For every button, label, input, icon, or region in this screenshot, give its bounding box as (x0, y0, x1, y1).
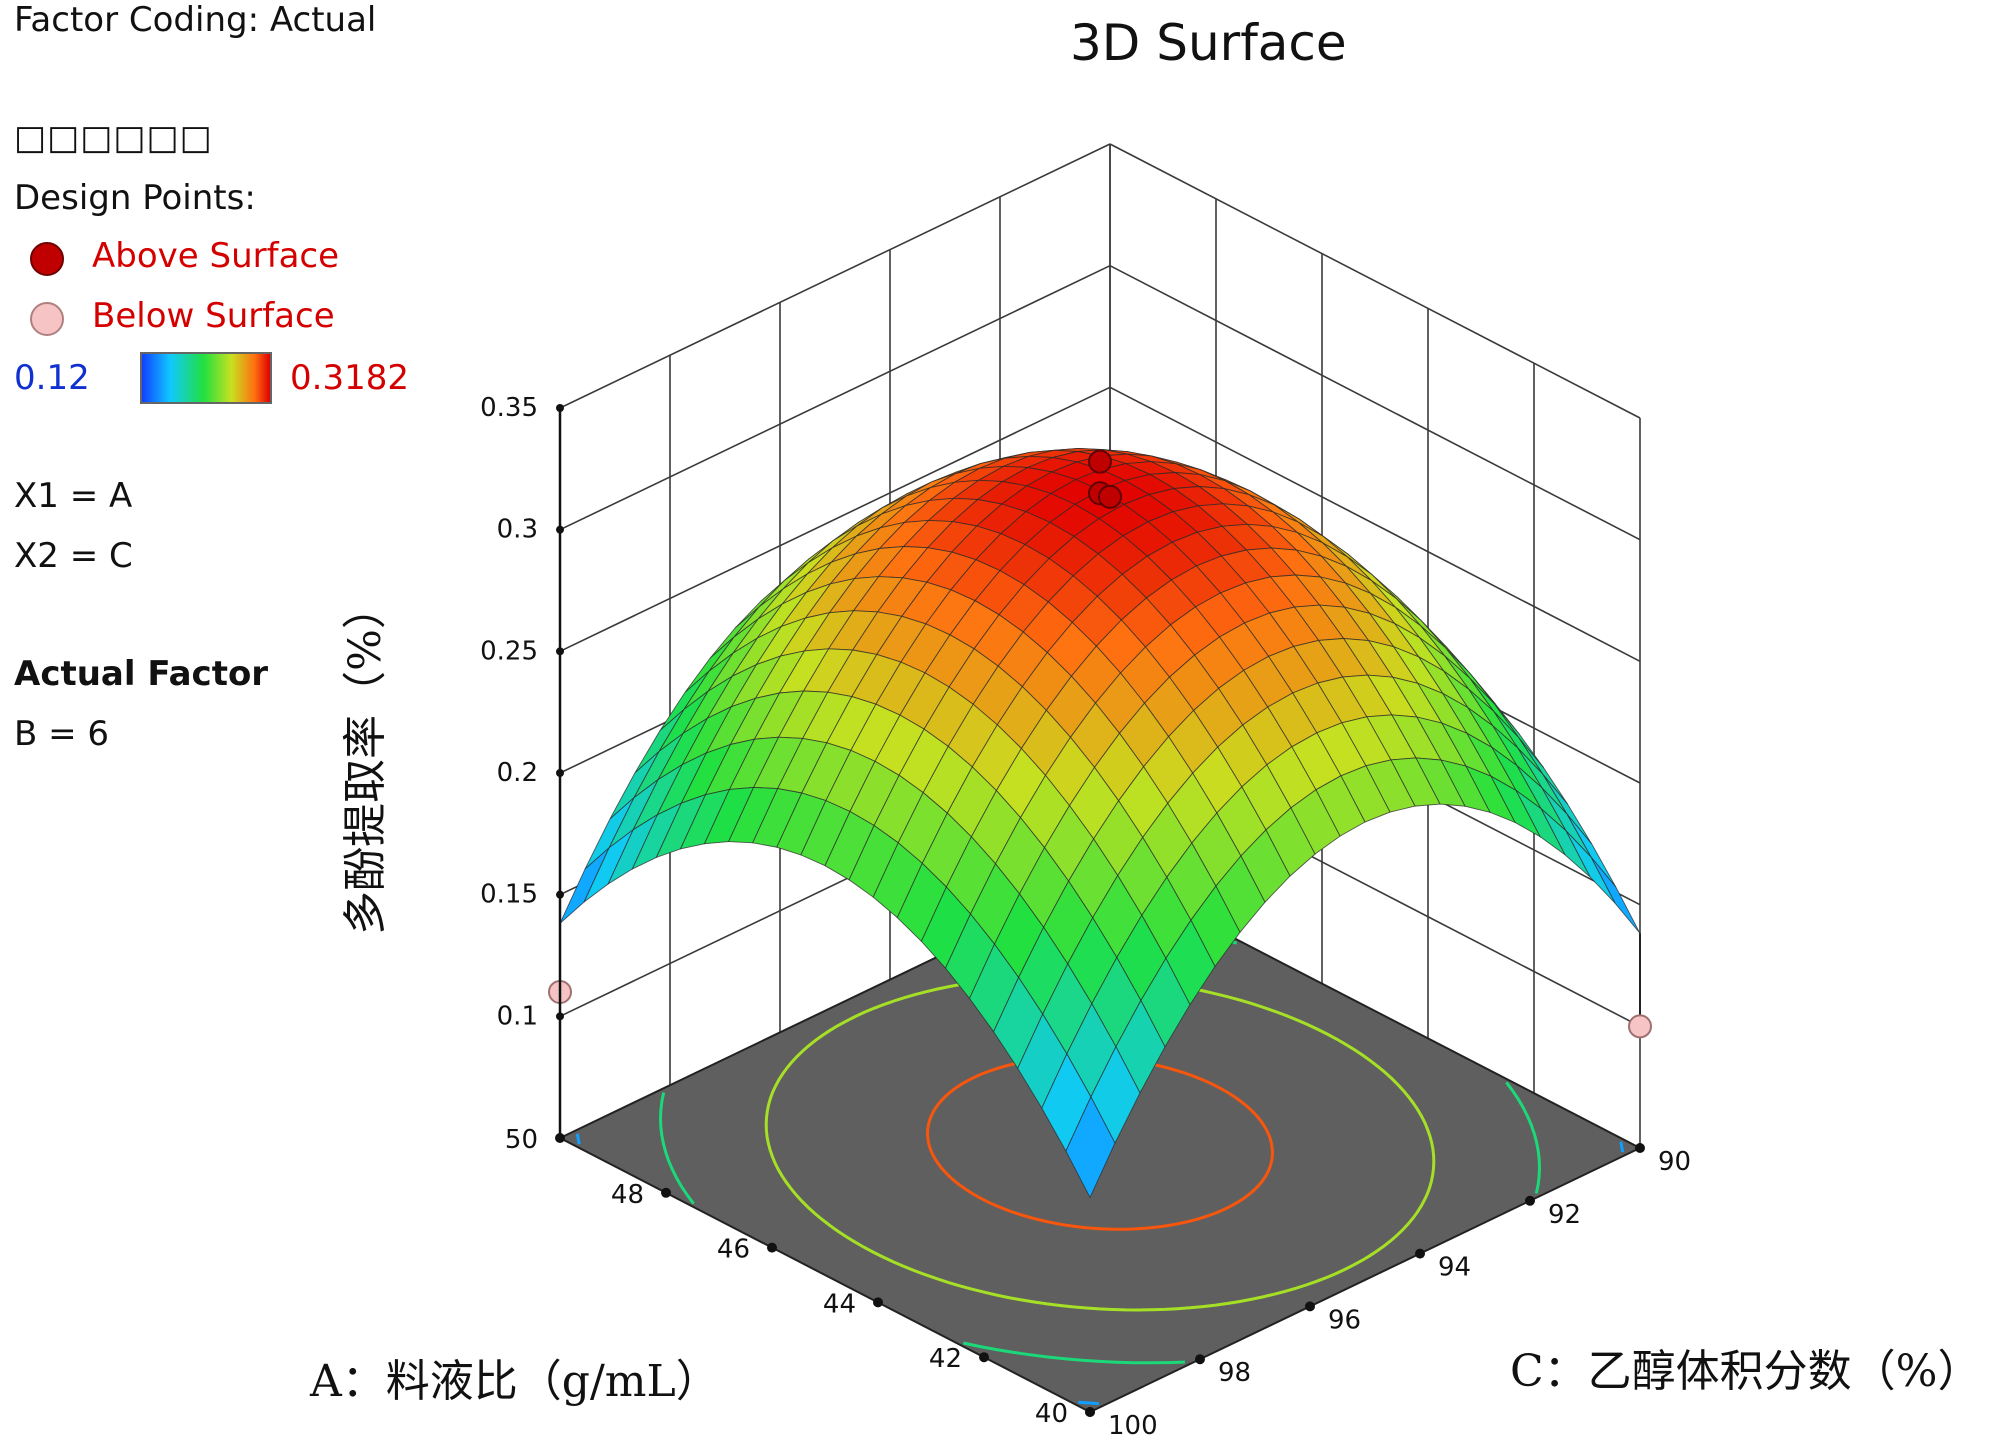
gridline (1109, 386, 1641, 663)
z-tick-mark (556, 404, 564, 412)
above-surface-point (1088, 449, 1112, 474)
z-tick-mark (556, 525, 564, 534)
above-surface-marker-icon (30, 242, 64, 276)
y-tick-mark (1195, 1354, 1205, 1365)
surface-patch (1065, 1095, 1116, 1199)
y-tick-mark (1525, 1195, 1535, 1206)
x-tick-mark (979, 1352, 989, 1363)
z-tick-mark (556, 1012, 564, 1021)
surface-patch (1590, 856, 1641, 934)
x-tick-mark (767, 1242, 777, 1253)
y-tick-label: 98 (1218, 1358, 1251, 1388)
z-tick-label: 0.3 (497, 515, 538, 545)
y-tick-mark (1085, 1407, 1095, 1417)
y-tick-mark (1415, 1248, 1425, 1259)
contour-line (1078, 1400, 1100, 1406)
y-tick-label: 92 (1548, 1200, 1581, 1230)
gridline (559, 143, 1111, 409)
response-name-label: □□□□□□ (14, 118, 213, 158)
response-surface (559, 447, 1641, 1199)
below-surface-label: Below Surface (92, 296, 335, 336)
y-tick-label: 100 (1108, 1411, 1158, 1438)
gridline (1109, 264, 1641, 541)
x-tick-label: 40 (1035, 1399, 1068, 1429)
below-surface-point (1628, 1014, 1652, 1039)
z-tick-mark (556, 647, 564, 656)
z-tick-label: 0.15 (480, 880, 538, 910)
actual-factor-label: Actual Factor (14, 654, 269, 694)
contour-line (575, 1133, 581, 1145)
x-tick-mark (555, 1133, 565, 1143)
z-tick-label: 0.35 (480, 393, 538, 423)
y-tick-label: 96 (1328, 1305, 1361, 1335)
x-tick-label: 42 (929, 1344, 962, 1374)
actual-factor-value: B = 6 (14, 714, 110, 754)
gridline (559, 386, 1111, 653)
contour-line (658, 1092, 695, 1205)
color-scale-bar (140, 352, 272, 404)
color-scale-max: 0.3182 (290, 358, 409, 398)
x-tick-label: 44 (823, 1289, 856, 1319)
y-tick-label: 90 (1658, 1147, 1691, 1177)
z-tick-label: 0.1 (497, 1001, 538, 1031)
z-tick-label: 0.2 (497, 758, 538, 788)
below-surface-marker-icon (30, 302, 64, 336)
color-scale-min: 0.12 (14, 358, 90, 398)
above-surface-point (1098, 484, 1122, 509)
x-tick-mark (873, 1297, 883, 1308)
z-tick-mark (556, 890, 564, 899)
z-axis-title: 多酚提取率（%） (340, 585, 391, 935)
x2-factor-label: X2 = C (14, 536, 133, 576)
z-tick-mark (556, 769, 564, 777)
axes: 0.35 0.3 0.25 0.2 0.15 0.1 50 48 46 44 42 40 90 92 94 9… (480, 393, 1691, 1438)
y-tick-label: 94 (1438, 1253, 1471, 1283)
x-tick-label: 50 (505, 1125, 538, 1155)
y-tick-mark (1635, 1143, 1645, 1153)
contour-line (1619, 1141, 1625, 1153)
y-tick-mark (1305, 1301, 1315, 1312)
above-surface-label: Above Surface (92, 236, 340, 276)
contour-line (962, 1341, 1185, 1365)
x-tick-label: 46 (717, 1235, 750, 1265)
x-tick-mark (661, 1187, 671, 1198)
gridline (1109, 143, 1641, 419)
gridline (559, 264, 1111, 531)
design-points (548, 449, 1652, 1039)
chart-title: 3D Surface (1070, 14, 1347, 72)
x-tick-label: 48 (611, 1180, 644, 1210)
design-points-label: Design Points: (14, 178, 256, 218)
x-axis-title: A：料液比（g/mL） (309, 1356, 720, 1407)
z-tick-label: 0.25 (480, 636, 538, 666)
x1-factor-label: X1 = A (14, 476, 133, 516)
y-axis-title: C：乙醇体积分数（%） (1510, 1346, 1981, 1397)
contour-line (1505, 1081, 1542, 1194)
factor-coding-label: Factor Coding: Actual (14, 0, 377, 40)
